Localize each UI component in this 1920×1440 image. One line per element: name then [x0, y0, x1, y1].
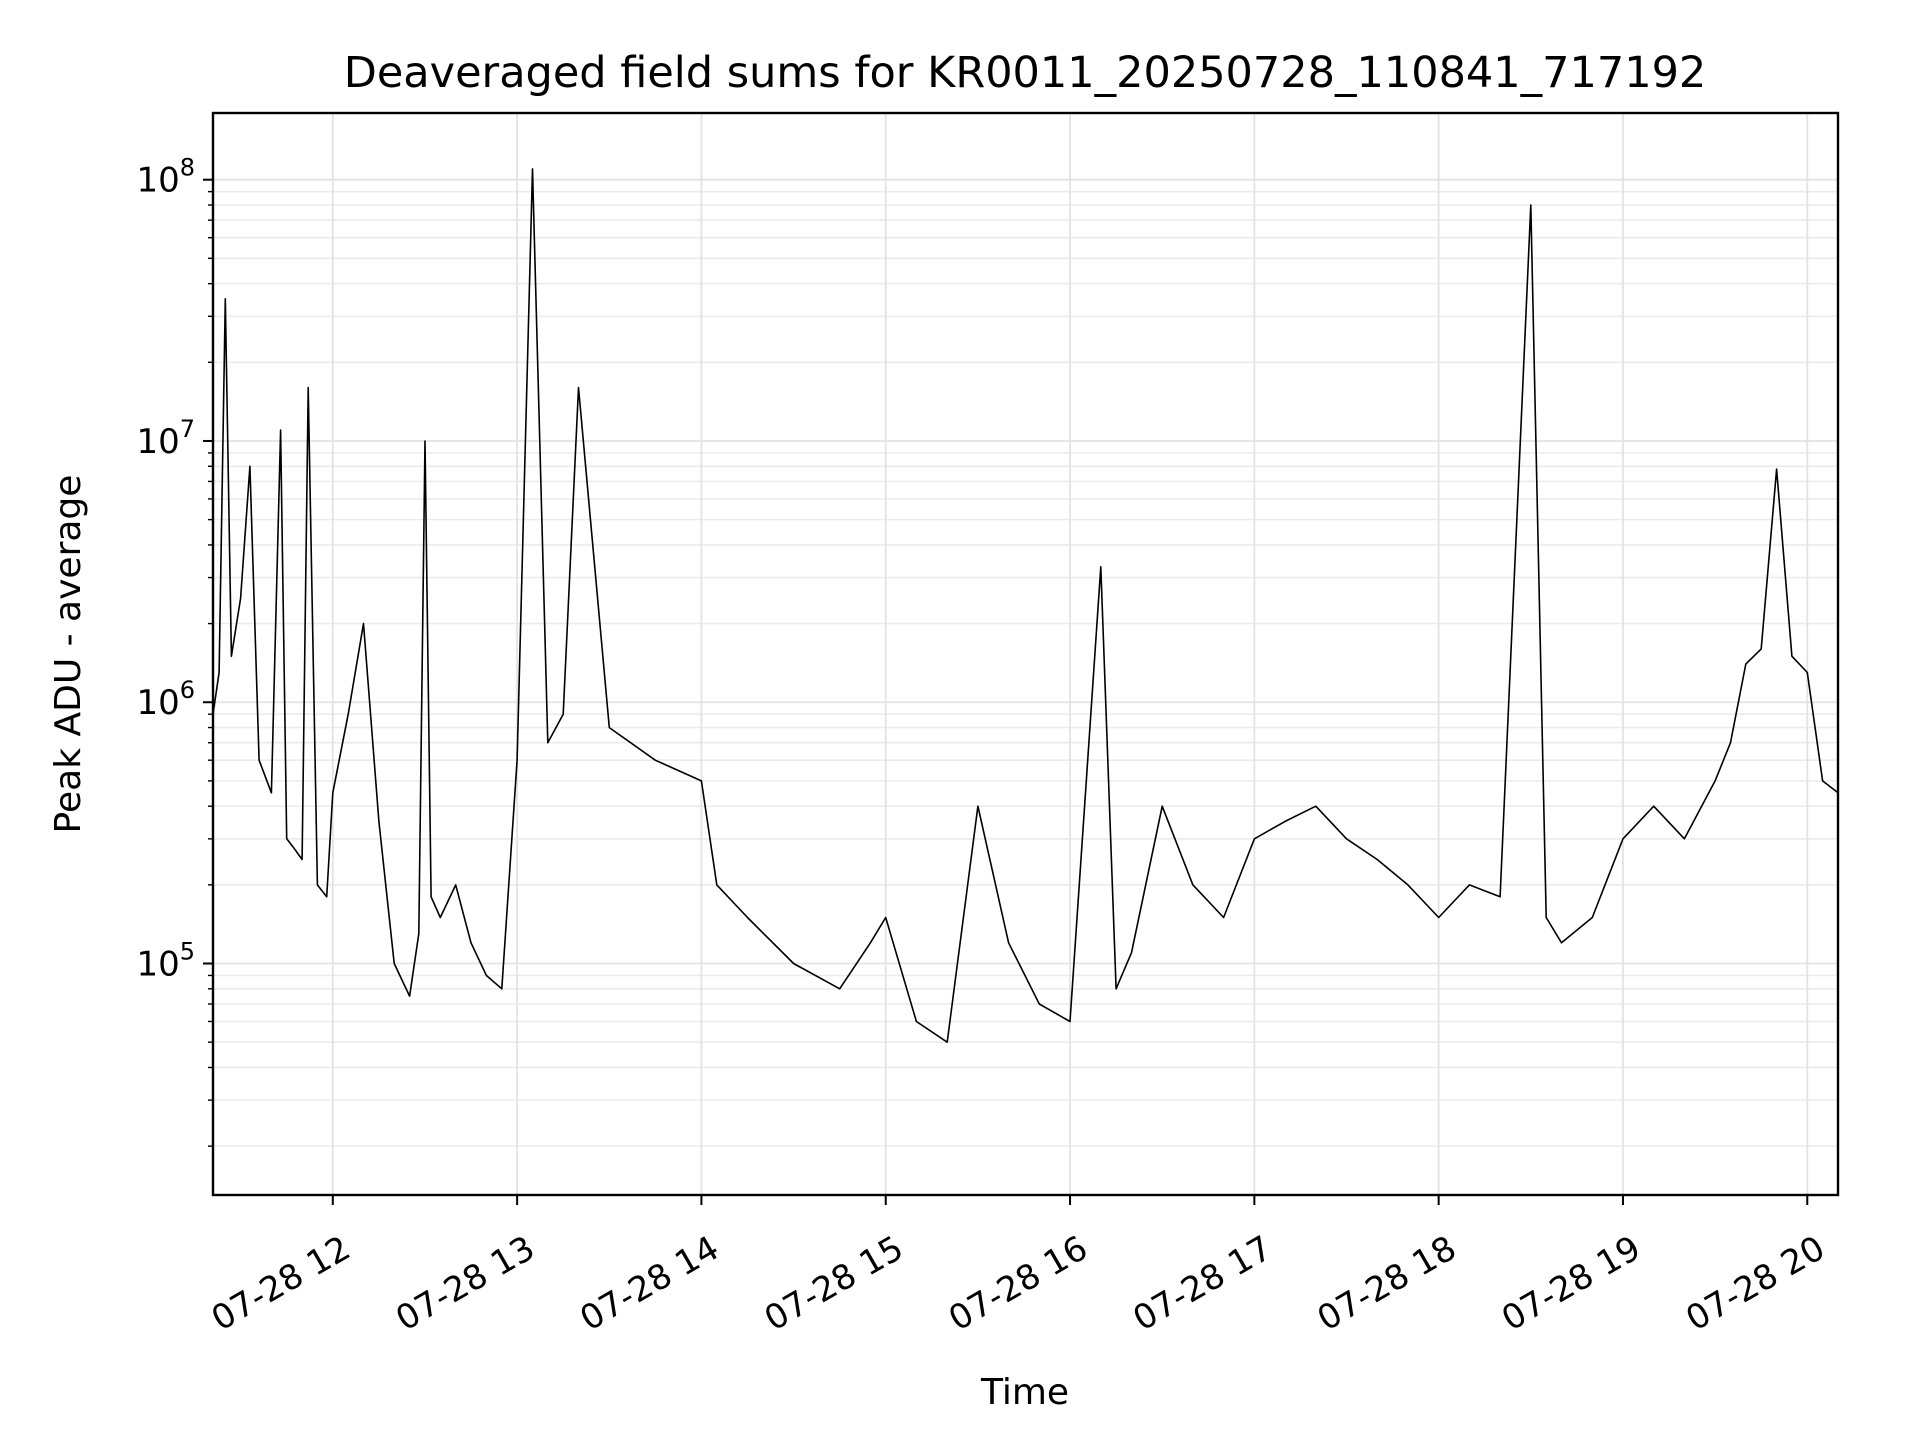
series-line — [212, 168, 1839, 1043]
x-axis-label: Time — [980, 1372, 1069, 1413]
chart-title: Deaveraged field sums for KR0011_2025072… — [344, 48, 1707, 98]
y-tick-label: 106 — [136, 676, 195, 723]
y-tick-label: 108 — [136, 154, 195, 201]
y-tick-label: 105 — [136, 938, 195, 985]
plot-frame — [211, 111, 1840, 1197]
plot-area — [212, 168, 1839, 1043]
y-axis: 105 106 107 108 — [136, 154, 213, 1147]
y-axis-label: Peak ADU - average — [48, 475, 89, 834]
y-tick-label: 107 — [136, 415, 195, 462]
grid — [213, 113, 1838, 1195]
